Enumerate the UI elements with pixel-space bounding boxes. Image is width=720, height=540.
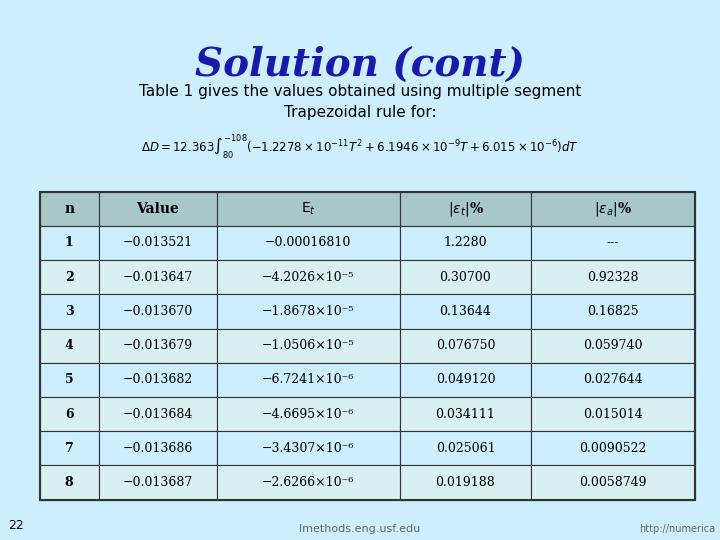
Text: 0.027644: 0.027644 [583, 373, 643, 386]
Text: 0.059740: 0.059740 [583, 339, 643, 352]
Bar [40, 465, 99, 500]
Text: −4.6695×10⁻⁶: −4.6695×10⁻⁶ [262, 408, 354, 421]
Text: lmethods.eng.usf.edu: lmethods.eng.usf.edu [300, 524, 420, 534]
Text: 0.92328: 0.92328 [587, 271, 639, 284]
Text: 0.034111: 0.034111 [436, 408, 495, 421]
Text: 0.30700: 0.30700 [440, 271, 491, 284]
Text: $|\epsilon_t|$%: $|\epsilon_t|$% [448, 200, 483, 218]
Text: −0.013686: −0.013686 [122, 442, 193, 455]
Bar [217, 465, 400, 500]
Bar [40, 192, 695, 500]
Bar [400, 363, 531, 397]
Text: 0.0090522: 0.0090522 [579, 442, 647, 455]
Bar [217, 431, 400, 465]
Text: −0.013687: −0.013687 [122, 476, 193, 489]
Text: 0.025061: 0.025061 [436, 442, 495, 455]
Text: −4.2026×10⁻⁵: −4.2026×10⁻⁵ [262, 271, 354, 284]
Text: −1.0506×10⁻⁵: −1.0506×10⁻⁵ [262, 339, 354, 352]
Text: ---: --- [607, 237, 619, 249]
Text: Solution (cont): Solution (cont) [195, 46, 525, 84]
Text: −2.6266×10⁻⁶: −2.6266×10⁻⁶ [262, 476, 354, 489]
Bar [217, 226, 400, 260]
Text: −0.013647: −0.013647 [122, 271, 193, 284]
Text: n: n [64, 202, 74, 216]
Bar [40, 431, 99, 465]
Text: −1.8678×10⁻⁵: −1.8678×10⁻⁵ [262, 305, 354, 318]
Text: 0.015014: 0.015014 [583, 408, 643, 421]
Text: 1: 1 [65, 237, 73, 249]
Bar [40, 192, 99, 226]
Bar [40, 294, 99, 328]
Text: $\Delta D = 12.363 \int_{80}^{-108}\left(-1.2278\times10^{-11}T^2 + 6.1946\times: $\Delta D = 12.363 \int_{80}^{-108}\left… [141, 132, 579, 161]
Bar [99, 431, 217, 465]
Bar [531, 294, 695, 328]
Bar [217, 294, 400, 328]
Text: −3.4307×10⁻⁶: −3.4307×10⁻⁶ [262, 442, 354, 455]
Text: $\mathrm{E}_t$: $\mathrm{E}_t$ [301, 200, 316, 217]
Bar [531, 397, 695, 431]
Text: 3: 3 [65, 305, 73, 318]
Bar [217, 363, 400, 397]
Bar [531, 226, 695, 260]
Bar [99, 328, 217, 363]
Text: −0.013682: −0.013682 [122, 373, 193, 386]
Bar [400, 397, 531, 431]
Text: 6: 6 [65, 408, 73, 421]
Text: 4: 4 [65, 339, 73, 352]
Text: Table 1 gives the values obtained using multiple segment: Table 1 gives the values obtained using … [139, 84, 581, 99]
Bar [217, 260, 400, 294]
Bar [400, 192, 531, 226]
Bar [217, 397, 400, 431]
Bar [99, 397, 217, 431]
Text: 5: 5 [65, 373, 73, 386]
Text: Value: Value [136, 202, 179, 216]
Text: 0.076750: 0.076750 [436, 339, 495, 352]
Text: −0.00016810: −0.00016810 [265, 237, 351, 249]
Text: 22: 22 [8, 519, 24, 532]
Bar [40, 226, 99, 260]
Text: 0.049120: 0.049120 [436, 373, 495, 386]
Bar [99, 260, 217, 294]
Bar [99, 226, 217, 260]
Bar [531, 363, 695, 397]
Bar [40, 328, 99, 363]
Text: 0.16825: 0.16825 [587, 305, 639, 318]
Bar [40, 363, 99, 397]
Text: −0.013679: −0.013679 [122, 339, 192, 352]
Text: −6.7241×10⁻⁶: −6.7241×10⁻⁶ [262, 373, 354, 386]
Bar [99, 363, 217, 397]
Bar [531, 431, 695, 465]
Bar [217, 192, 400, 226]
Bar [400, 294, 531, 328]
Text: 0.0058749: 0.0058749 [579, 476, 647, 489]
Bar [40, 397, 99, 431]
Bar [531, 328, 695, 363]
Bar [217, 328, 400, 363]
Text: 7: 7 [65, 442, 73, 455]
Bar [99, 294, 217, 328]
Text: −0.013521: −0.013521 [122, 237, 192, 249]
Text: 2: 2 [65, 271, 73, 284]
Bar [400, 465, 531, 500]
Bar [400, 328, 531, 363]
Bar [99, 465, 217, 500]
Text: Trapezoidal rule for:: Trapezoidal rule for: [284, 105, 436, 120]
Bar [531, 192, 695, 226]
Bar [400, 226, 531, 260]
Text: 8: 8 [65, 476, 73, 489]
Text: http://numerica: http://numerica [639, 524, 715, 534]
Bar [531, 260, 695, 294]
Text: $|\epsilon_a|$%: $|\epsilon_a|$% [594, 200, 632, 218]
Bar [99, 192, 217, 226]
Bar [400, 260, 531, 294]
Text: 0.13644: 0.13644 [439, 305, 492, 318]
Bar [40, 260, 99, 294]
Text: 0.019188: 0.019188 [436, 476, 495, 489]
Text: −0.013684: −0.013684 [122, 408, 193, 421]
Bar [531, 465, 695, 500]
Text: 1.2280: 1.2280 [444, 237, 487, 249]
Text: −0.013670: −0.013670 [122, 305, 193, 318]
Bar [400, 431, 531, 465]
